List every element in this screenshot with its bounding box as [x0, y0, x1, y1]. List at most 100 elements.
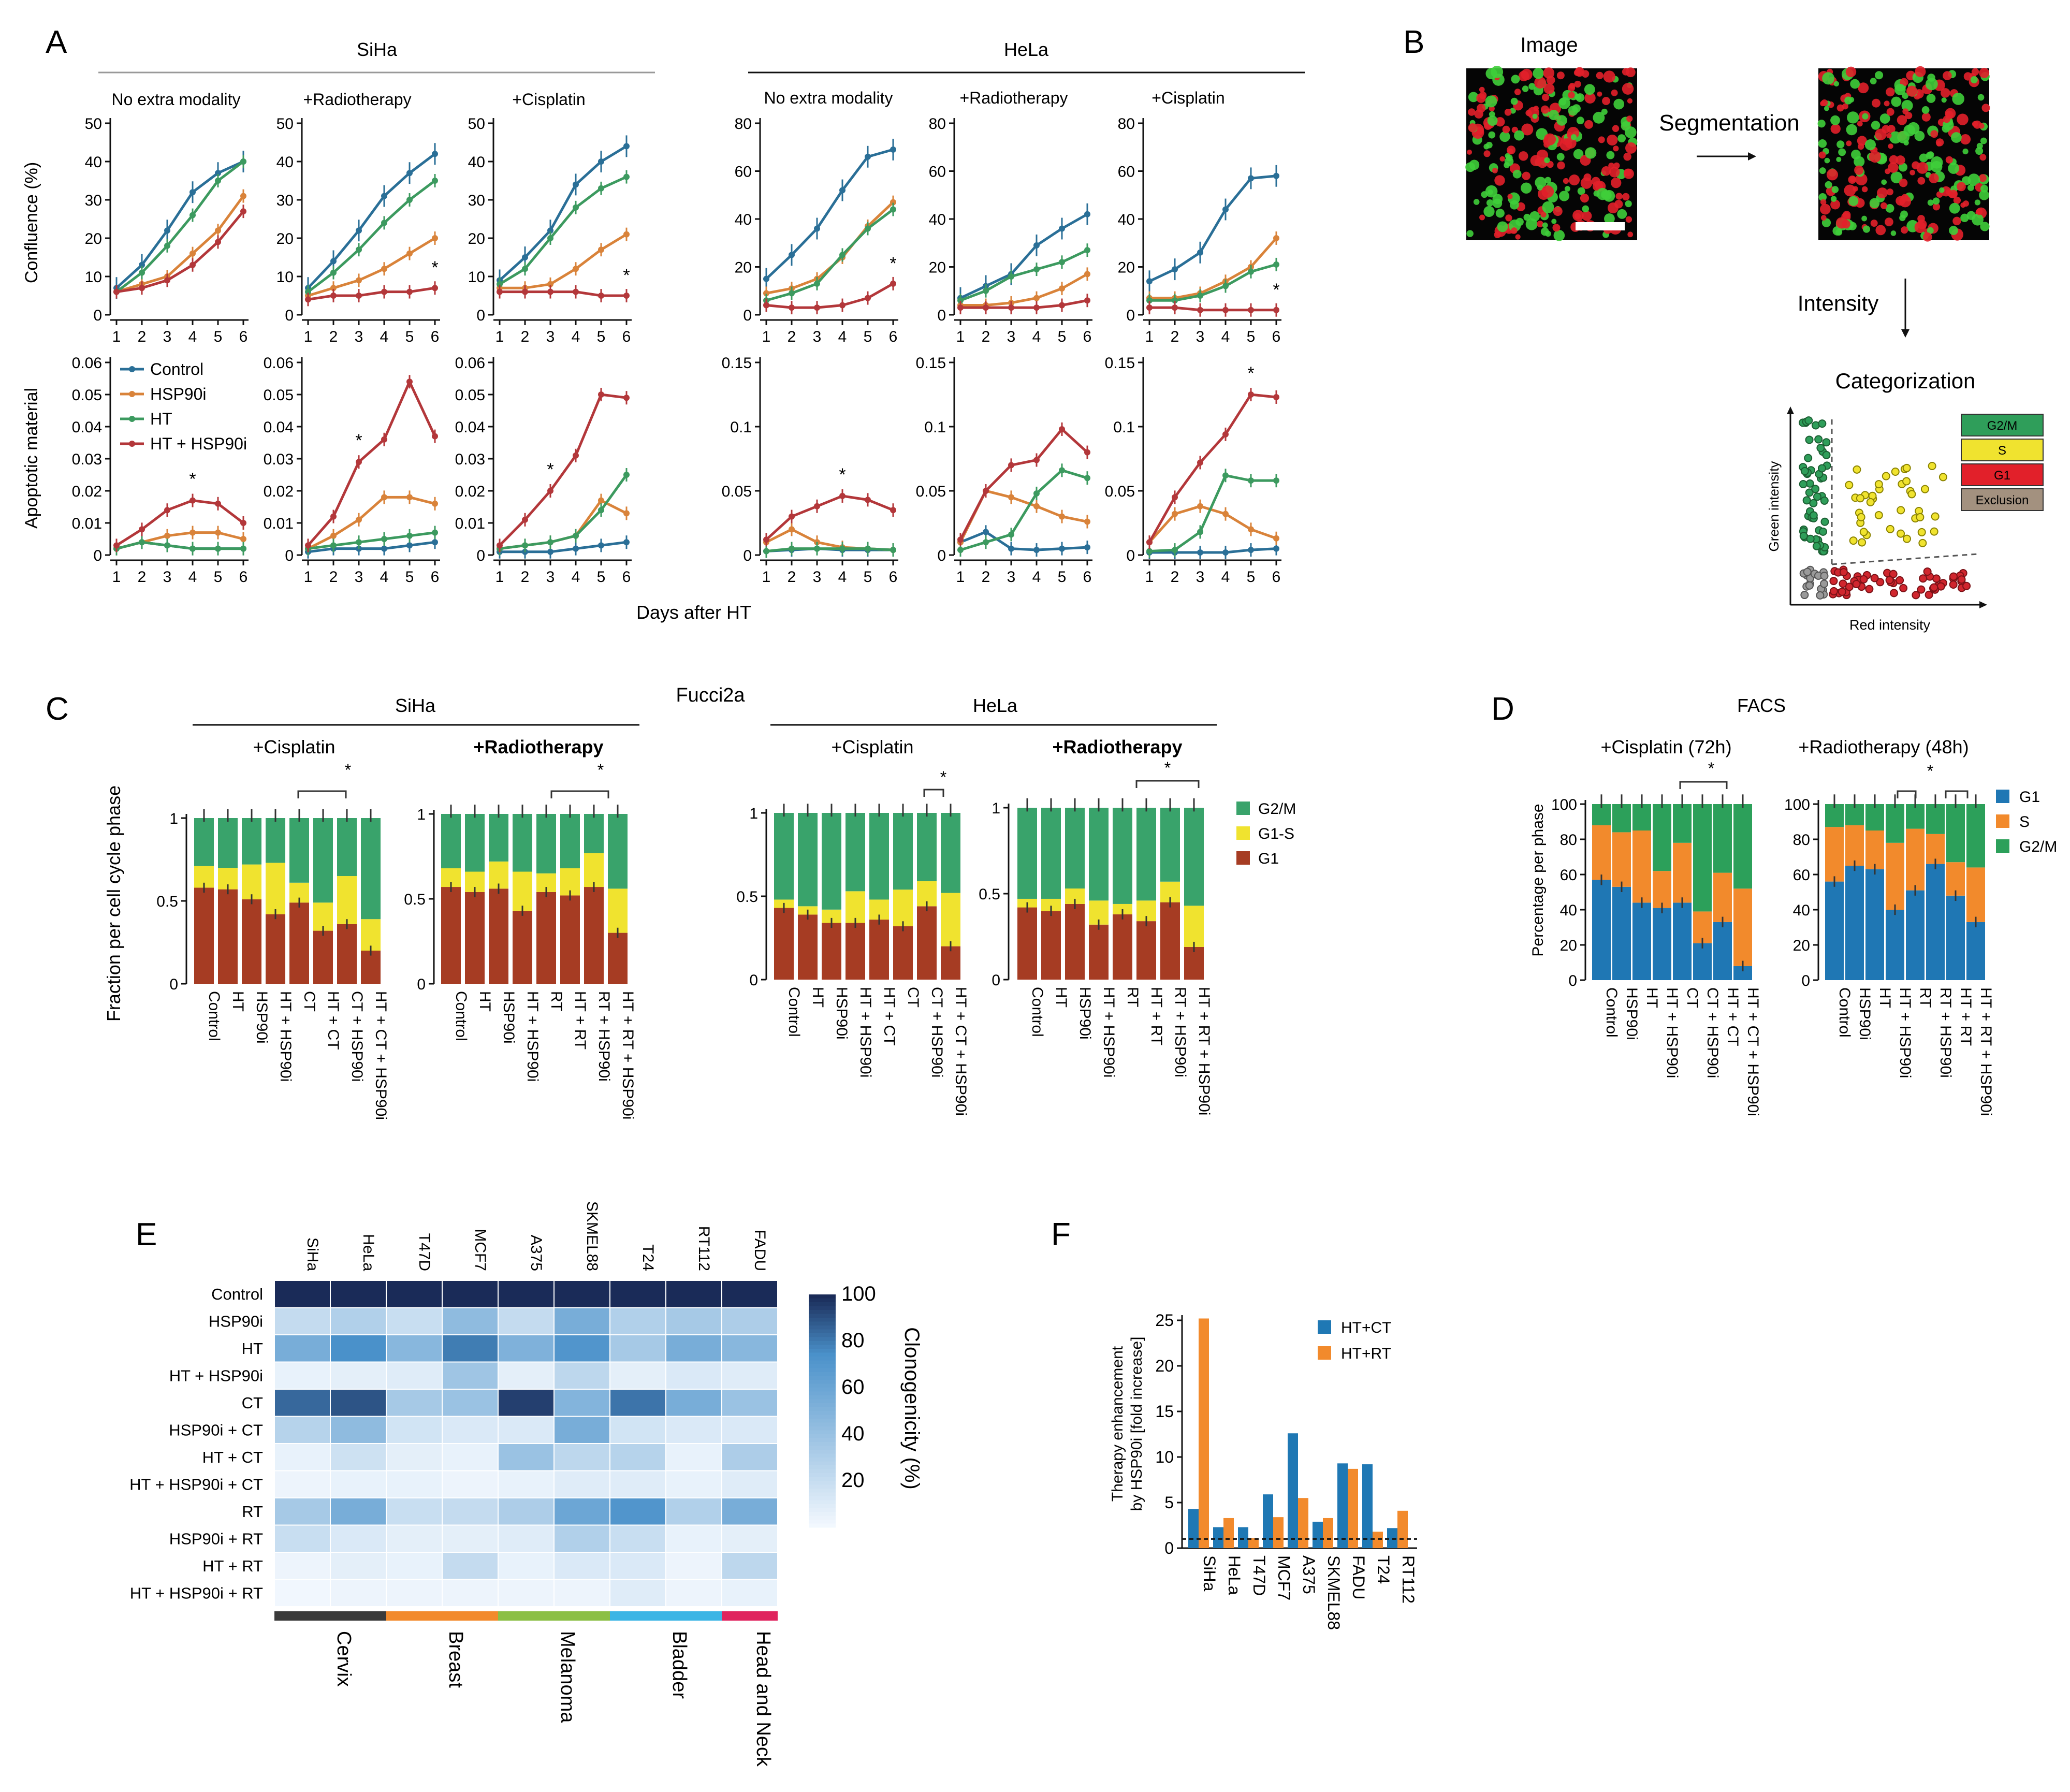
microscopy-cell: [1601, 108, 1608, 115]
microscopy-cell: [1522, 171, 1530, 180]
a-siha-cisplatin-conf-y-tick-label: 50: [468, 115, 485, 133]
a-hela-no-extra-modality-conf-point-control: [890, 146, 896, 153]
segmented-cell: [1943, 71, 1952, 80]
e-colorbar-segment: [809, 1341, 836, 1345]
a-siha-radiotherapy-conf-point-ht: [330, 269, 337, 276]
a-siha-no-extra-modality-apo-y-tick-label: 0: [93, 547, 102, 564]
segmented-cell: [1941, 97, 1947, 103]
a-siha-radiotherapy-apo-y-tick-label: 0.04: [264, 419, 294, 436]
a-siha-radiotherapy-apo-x-tick-label: 4: [380, 569, 389, 586]
e-cell-control-siha: [274, 1280, 331, 1308]
a-siha-no-extra-modality-conf-point-ht: [139, 269, 145, 276]
microscopy-cell: [1622, 193, 1630, 201]
a-siha-no-extra-modality-apo-x-tick-label: 2: [138, 569, 147, 586]
c-siha-cisplatin-bar-ct-g2-m: [289, 818, 309, 883]
e-cell-hsp90i-hela: [330, 1307, 387, 1335]
c-siha-radiotherapy-x-tick-label: HSP90i: [500, 991, 517, 1044]
a-hela-cisplatin-conf-y-tick-label: 60: [1118, 164, 1135, 181]
e-cell-ct-siha: [274, 1389, 331, 1417]
segmented-cell: [1848, 176, 1857, 184]
a-hela-cisplatin-apo-point-ht: [1248, 477, 1254, 484]
a-siha-cisplatin-conf-point-ht: [598, 185, 604, 192]
c-siha-radiotherapy-bar-hsp90i-g1: [489, 888, 508, 984]
microscopy-cell: [1572, 104, 1581, 113]
e-cell-ht-hsp90i-rt-fadu: [721, 1579, 778, 1607]
e-cell-control-t24: [609, 1280, 666, 1308]
e-cell-ct-t24: [609, 1389, 666, 1417]
microscopy-cell: [1621, 121, 1630, 131]
segmented-cell: [1914, 221, 1926, 234]
e-cell-ht-hsp90i-ct-hela: [330, 1470, 387, 1498]
a-hela-radiotherapy-apo-y-tick-label: 0.15: [916, 355, 946, 372]
d-cisplatin-y-tick-label: 20: [1560, 937, 1577, 954]
a-hela-cisplatin-conf-point-ht-hsp90i: [1146, 304, 1153, 311]
a-siha-no-extra-modality-apo-point-hsp90i: [215, 529, 221, 536]
microscopy-cell: [1485, 185, 1498, 198]
a-siha-cisplatin-conf-x-tick-label: 1: [495, 328, 504, 345]
a-hela-cisplatin-conf-line-ht: [1149, 263, 1277, 302]
a-siha-radiotherapy-conf-point-ht: [356, 246, 362, 253]
a-siha-radiotherapy-conf-point-hsp90i: [330, 285, 337, 292]
a-siha-no-extra-modality-apo-x-tick-label: 1: [112, 569, 121, 586]
segmented-cell: [1890, 230, 1897, 236]
c-siha-radiotherapy-x-tick-label: HT + HSP90i: [524, 991, 541, 1082]
e-cell-rt-skmel88: [553, 1497, 610, 1526]
exclusion-point: [1803, 567, 1812, 576]
a-hela-no-extra-modality-apo-point-ht: [890, 547, 896, 553]
c-hela-cisplatin-bar-hsp90i-g1: [822, 923, 841, 980]
a-siha-no-extra-modality-conf-point-control: [139, 261, 145, 268]
c-hela-cisplatin-bar-ht-hsp90i-g1: [846, 923, 865, 980]
e-cell-ht-mcf7: [442, 1334, 499, 1363]
a-siha-radiotherapy-conf-line-control: [307, 153, 436, 289]
e-colorbar-segment: [809, 1306, 836, 1310]
a-siha-radiotherapy-apo-point-hsp90i: [356, 516, 362, 523]
d-cisplatin-x-tick-label: HT + CT: [1724, 987, 1741, 1046]
segmentation-label: Segmentation: [1659, 110, 1800, 136]
microscopy-cell: [1511, 75, 1520, 84]
d-radiotherapy-bar-ht-g2-m: [1865, 804, 1884, 831]
a-siha-radiotherapy-apo-y-tick-label: 0: [285, 547, 294, 564]
a-hela-cisplatin-conf-line-hsp90i: [1149, 237, 1277, 300]
c-hela-cisplatin-bar-ht-ct-hsp90i-g1: [941, 946, 960, 980]
a-siha-cisplatin-apo-point-ht-hsp90i: [522, 516, 528, 523]
e-row-label-ht-hsp90i-ct: HT + HSP90i + CT: [129, 1476, 263, 1494]
d-cisplatin-x-tick-label: CT: [1684, 987, 1701, 1008]
a-siha-no-extra-modality-conf-x-tick-label: 6: [239, 328, 248, 345]
segmented-cell: [1886, 87, 1895, 97]
a-siha-radiotherapy-apo-point-ht: [432, 529, 438, 536]
segmented-cell: [1972, 121, 1978, 127]
e-cell-ht-hsp90i-t47d: [386, 1361, 443, 1390]
segmented-cell: [1830, 115, 1840, 125]
a-hela-radiotherapy-conf-line-ht: [960, 249, 1088, 302]
a-hela-radiotherapy-conf-point-ht-hsp90i: [1059, 302, 1065, 309]
c-siha-radiotherapy-y-tick-label: 0.5: [404, 891, 426, 908]
a-hela-cisplatin-conf-x-tick-label: 4: [1221, 328, 1230, 345]
a-hela-cisplatin-conf-line-control: [1148, 174, 1277, 283]
a-siha-radiotherapy-conf-y-tick-label: 10: [276, 269, 294, 286]
a-hela-no-extra-modality-conf-x-tick-label: 3: [813, 328, 822, 345]
panel-f-chart: 0 5 10 15 20 25 SiHa HeLa T47D MCF7 A375 SKMEL88 FAD…: [1155, 1311, 1418, 1630]
e-tissue-bar-3: [610, 1611, 722, 1621]
c-siha-radiotherapy-bar-control-g1: [441, 887, 461, 984]
c-significance-star-1: *: [597, 761, 604, 779]
microscopy-cell: [1495, 117, 1505, 127]
category-label-g2-m: G2/M: [1987, 419, 2018, 433]
a-siha-radiotherapy-conf-point-hsp90i: [381, 266, 387, 272]
e-cell-ct-fadu: [721, 1389, 778, 1417]
c-hela-radiotherapy-y-tick-label: 0: [992, 972, 1000, 989]
a-hela-no-extra-modality-conf-point-ht: [789, 290, 795, 297]
microscopy-cell: [1507, 194, 1513, 199]
exclusion-point: [1805, 581, 1814, 590]
c-siha-cisplatin-bar-ht-ct-g1: [313, 930, 333, 984]
d-cisplatin-y-tick-label: 0: [1568, 972, 1577, 989]
d-radiotherapy-bar-ht-hsp90i-g2-m: [1886, 804, 1904, 843]
e-colorbar-segment: [809, 1496, 836, 1500]
a-hela-radiotherapy-apo-point-control: [1084, 544, 1090, 551]
a-hela-cisplatin-conf-point-ht-hsp90i: [1172, 304, 1178, 311]
d-radiotherapy-y-tick-label: 0: [1801, 972, 1810, 989]
a-hela-radiotherapy-conf-line-ht-hsp90i: [960, 299, 1088, 309]
f-bar-a375-ht-ct: [1288, 1433, 1298, 1548]
segmented-cell: [1890, 171, 1903, 184]
microscopy-cell: [1607, 134, 1618, 146]
